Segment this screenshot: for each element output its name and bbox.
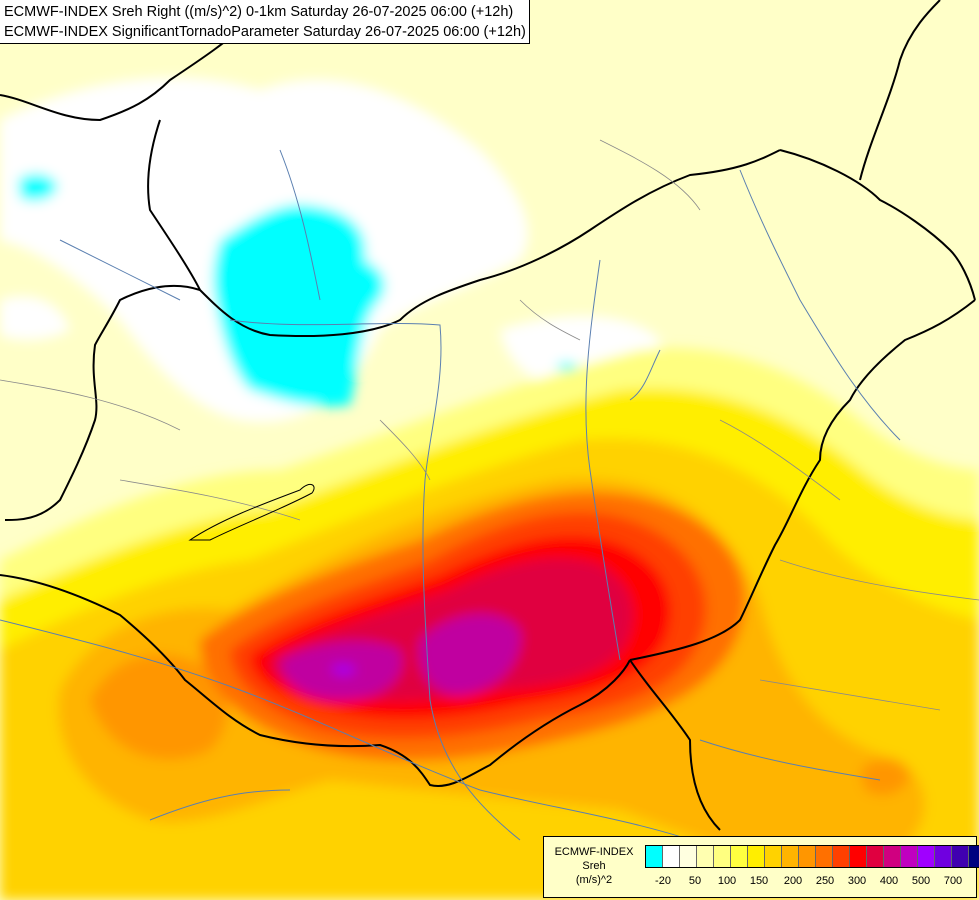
legend-swatch: [952, 846, 969, 867]
legend-tick-label: 700: [943, 875, 963, 887]
legend-swatch: [680, 846, 697, 867]
legend-title: ECMWF-INDEX Sreh (m/s)^2: [548, 845, 640, 887]
legend-swatch: [799, 846, 816, 867]
legend-swatch: [697, 846, 714, 867]
sreh-field: [0, 77, 979, 900]
legend-tick-label: 300: [847, 875, 867, 887]
regional-borders: [0, 139, 979, 711]
legend-swatch: [833, 846, 850, 867]
legend-swatches: [645, 845, 979, 868]
legend-title-unit: (m/s)^2: [575, 874, 613, 886]
color-legend: ECMWF-INDEX Sreh (m/s)^2 -20 50 100 150 200 2…: [543, 836, 979, 898]
legend-title-model: ECMWF-INDEX: [554, 846, 634, 858]
map-title-box: ECMWF-INDEX Sreh Right ((m/s)^2) 0-1km S…: [0, 0, 530, 44]
legend-swatch: [646, 846, 663, 867]
legend-tick-label: 150: [749, 875, 769, 887]
rivers: [0, 149, 901, 851]
legend-tick-label: 50: [688, 875, 702, 887]
legend-swatch: [714, 846, 731, 867]
legend-tick-label: 100: [717, 875, 737, 887]
legend-swatch: [748, 846, 765, 867]
legend-swatch: [884, 846, 901, 867]
legend-swatch: [918, 846, 935, 867]
lake: [188, 483, 315, 541]
legend-swatch: [901, 846, 918, 867]
country-borders: [0, 0, 976, 831]
map-title-line1: ECMWF-INDEX Sreh Right ((m/s)^2) 0-1km S…: [4, 4, 514, 20]
legend-swatch: [782, 846, 799, 867]
legend-swatch: [731, 846, 748, 867]
map-title-line2: ECMWF-INDEX SignificantTornadoParameter …: [4, 24, 526, 40]
legend-tick-label: 400: [879, 875, 899, 887]
legend-swatch: [867, 846, 884, 867]
legend-swatch: [969, 846, 979, 867]
legend-tick-label: 500: [911, 875, 931, 887]
legend-swatch: [816, 846, 833, 867]
legend-swatch: [935, 846, 952, 867]
legend-swatch: [663, 846, 680, 867]
legend-swatch: [765, 846, 782, 867]
legend-tick-label: 250: [815, 875, 835, 887]
legend-tick-label: 200: [783, 875, 803, 887]
legend-ticks: -20 50 100 150 200 250 300 400 500 700: [645, 875, 975, 891]
legend-tick-label: -20: [655, 875, 671, 887]
legend-swatch: [850, 846, 867, 867]
legend-title-param: Sreh: [582, 860, 606, 872]
